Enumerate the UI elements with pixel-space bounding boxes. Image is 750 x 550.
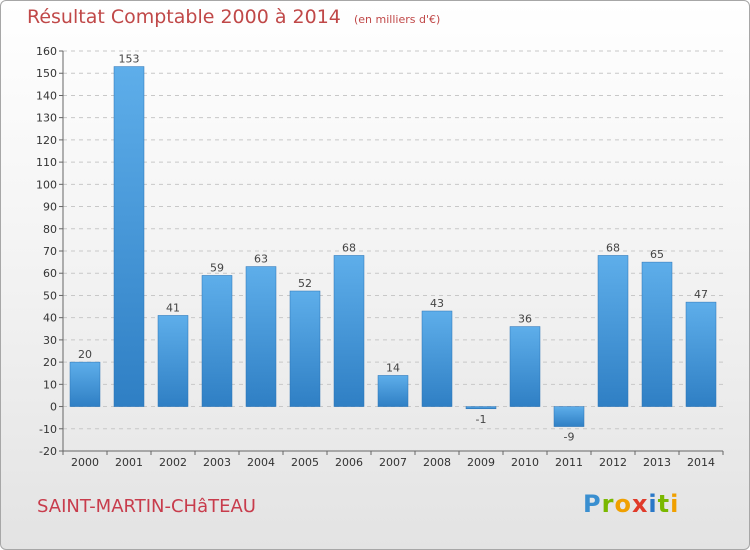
chart-title-block: Résultat Comptable 2000 à 2014 (en milli… [27,6,440,28]
data-label-2010: 36 [518,313,532,326]
bar-2014 [685,301,717,407]
x-tick-label-2007: 2007 [379,456,407,469]
data-label-2004: 63 [254,253,268,266]
y-tick-label: 20 [43,356,57,369]
chart-unit: (en milliers d'€) [353,13,441,26]
x-tick-label-2013: 2013 [643,456,671,469]
bar-2004 [245,266,277,407]
y-tick-label: 50 [43,289,57,302]
bar-2002 [157,315,189,407]
y-tick-label: 60 [43,267,57,280]
y-tick-label: 100 [36,178,57,191]
y-tick-label: 30 [43,334,57,347]
x-tick-label-2002: 2002 [159,456,187,469]
bar-2013 [641,261,673,407]
bar-2001 [113,66,145,407]
x-tick-label-2003: 2003 [203,456,231,469]
proxiti-logo: Proxiti [583,490,680,518]
x-tick-label-2001: 2001 [115,456,143,469]
data-label-2008: 43 [430,297,444,310]
bar-2007 [377,375,409,407]
x-tick-label-2000: 2000 [71,456,99,469]
data-label-2012: 68 [606,241,620,254]
bar-2010 [509,326,541,407]
x-tick-label-2010: 2010 [511,456,539,469]
y-tick-label: -10 [39,423,57,436]
bar-2008 [421,310,453,407]
y-tick-label: 0 [50,401,57,414]
bar-2003 [201,275,233,407]
y-tick-label: 70 [43,245,57,258]
data-label-2014: 47 [694,288,708,301]
bar-2006 [333,255,365,407]
bar-2009 [465,406,497,410]
x-tick-label-2012: 2012 [599,456,627,469]
x-tick-label-2004: 2004 [247,456,275,469]
x-tick-label-2005: 2005 [291,456,319,469]
y-tick-label: -20 [39,445,57,458]
x-tick-label-2009: 2009 [467,456,495,469]
bar-2012 [597,255,629,407]
y-tick-label: 110 [36,156,57,169]
y-tick-label: 160 [36,45,57,58]
data-label-2002: 41 [166,301,180,314]
commune-name: SAINT-MARTIN-CHâTEAU [37,496,256,517]
y-tick-label: 10 [43,378,57,391]
x-tick-label-2011: 2011 [555,456,583,469]
data-label-2011: -9 [564,431,575,444]
data-label-2009: -1 [476,413,487,426]
x-tick-label-2008: 2008 [423,456,451,469]
bar-2011 [553,406,585,427]
data-label-2007: 14 [386,361,400,374]
y-tick-label: 120 [36,134,57,147]
data-label-2001: 153 [119,53,140,66]
y-tick-label: 150 [36,67,57,80]
y-tick-label: 90 [43,201,57,214]
bar-2005 [289,290,321,407]
y-tick-label: 140 [36,89,57,102]
bar-chart: -20 -10 0 10 20 30 40 50 60 70 80 90 100 110 120 130 140… [36,45,724,469]
data-label-2000: 20 [78,348,92,361]
x-tick-label-2014: 2014 [687,456,715,469]
x-tick-label-2006: 2006 [335,456,363,469]
bar-2000 [69,361,101,407]
y-tick-label: 130 [36,112,57,125]
chart-title: Résultat Comptable 2000 à 2014 [27,6,341,28]
data-label-2006: 68 [342,241,356,254]
data-label-2003: 59 [210,261,224,274]
data-label-2013: 65 [650,248,664,261]
y-tick-label: 80 [43,223,57,236]
data-label-2005: 52 [298,277,312,290]
y-tick-label: 40 [43,312,57,325]
